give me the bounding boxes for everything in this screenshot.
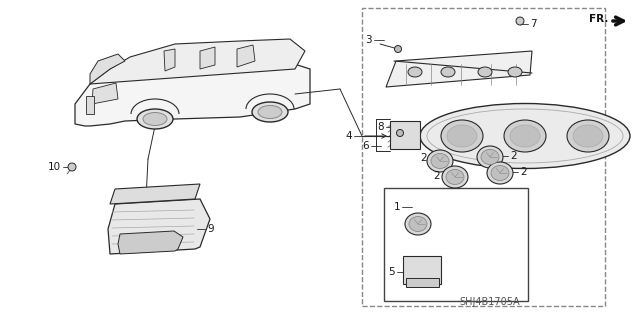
Text: SHJ4B1705A: SHJ4B1705A	[460, 297, 520, 307]
Polygon shape	[75, 61, 310, 126]
Bar	[362, 8, 605, 306]
Ellipse shape	[405, 213, 431, 235]
Polygon shape	[164, 49, 175, 71]
Text: FR.: FR.	[589, 14, 608, 24]
Ellipse shape	[252, 102, 288, 122]
Ellipse shape	[447, 125, 477, 147]
Ellipse shape	[573, 125, 603, 147]
Polygon shape	[386, 51, 532, 87]
Text: 8: 8	[378, 122, 384, 132]
Text: 1: 1	[394, 202, 400, 212]
Ellipse shape	[397, 130, 403, 137]
Bar	[390, 121, 420, 149]
Ellipse shape	[446, 169, 464, 184]
Text: 5: 5	[388, 267, 395, 277]
Ellipse shape	[510, 125, 540, 147]
Ellipse shape	[409, 217, 427, 232]
Polygon shape	[92, 83, 118, 104]
Ellipse shape	[137, 109, 173, 129]
Ellipse shape	[567, 120, 609, 152]
Text: 4: 4	[346, 131, 352, 141]
Text: 9: 9	[207, 224, 214, 234]
Ellipse shape	[477, 146, 503, 168]
Ellipse shape	[504, 120, 546, 152]
Ellipse shape	[441, 120, 483, 152]
Ellipse shape	[481, 150, 499, 165]
Polygon shape	[90, 54, 125, 84]
Ellipse shape	[431, 153, 449, 168]
Polygon shape	[108, 199, 210, 254]
Polygon shape	[237, 45, 255, 67]
Polygon shape	[110, 184, 200, 204]
Text: 7: 7	[530, 19, 536, 29]
Bar	[86, 96, 94, 114]
Ellipse shape	[441, 67, 455, 77]
Ellipse shape	[491, 166, 509, 181]
Bar	[384, 188, 528, 301]
Ellipse shape	[143, 113, 167, 125]
Ellipse shape	[487, 162, 513, 184]
Ellipse shape	[442, 166, 468, 188]
Bar	[403, 256, 441, 284]
Ellipse shape	[420, 103, 630, 168]
Ellipse shape	[394, 46, 401, 53]
Text: 2: 2	[433, 171, 440, 181]
Ellipse shape	[516, 17, 524, 25]
Ellipse shape	[408, 67, 422, 77]
Text: 3: 3	[365, 35, 372, 45]
Polygon shape	[90, 39, 305, 84]
Text: 2: 2	[520, 167, 527, 177]
Text: 2: 2	[510, 151, 516, 161]
Ellipse shape	[258, 106, 282, 118]
Text: 6: 6	[362, 141, 369, 151]
Polygon shape	[200, 47, 215, 69]
Text: 10: 10	[48, 162, 61, 172]
Ellipse shape	[478, 67, 492, 77]
Ellipse shape	[68, 163, 76, 171]
Bar	[406, 278, 439, 287]
Text: 2: 2	[420, 153, 427, 163]
Ellipse shape	[508, 67, 522, 77]
Polygon shape	[118, 231, 183, 254]
Ellipse shape	[427, 150, 453, 172]
